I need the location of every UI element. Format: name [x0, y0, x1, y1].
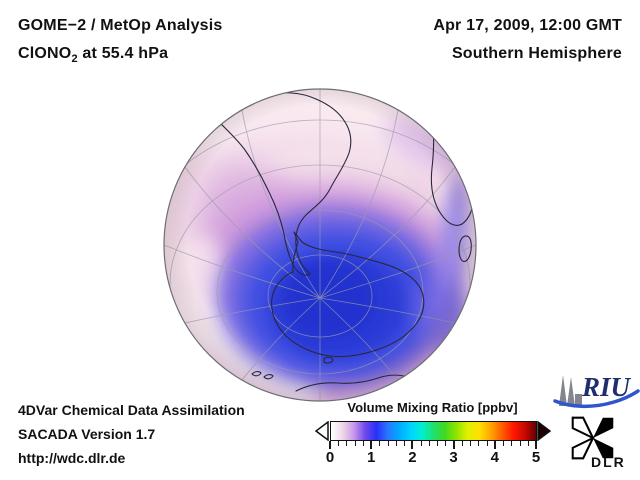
- hemisphere-label: Southern Hemisphere: [451, 45, 622, 62]
- riu-swoosh: [553, 389, 640, 409]
- colorbar-minor-tick: [461, 441, 463, 446]
- colorbar-minor-tick: [428, 441, 430, 446]
- credits-block: 4DVar Chemical Data Assimilation SACADA …: [18, 398, 245, 470]
- colorbar-tick-label: 0: [325, 449, 335, 466]
- colorbar-title: Volume Mixing Ratio [ppbv]: [347, 400, 518, 415]
- colorbar-minor-tick: [354, 441, 356, 446]
- colorbar-minor-tick: [519, 441, 521, 446]
- colorbar-minor-tick: [478, 441, 480, 446]
- colorbar-minor-tick: [395, 441, 397, 446]
- colorbar-ticks: [329, 441, 537, 450]
- colorbar-tick-label: 3: [449, 449, 458, 466]
- colorbar-minor-tick: [470, 441, 472, 446]
- dlr-logo-text: DLR: [591, 454, 626, 470]
- riu-cathedral-icon: [553, 375, 640, 409]
- colorbar-tick-label: 1: [367, 449, 376, 466]
- colorbar-major-tick: [493, 441, 496, 449]
- colorbar-minor-tick: [511, 441, 513, 446]
- colorbar: [330, 421, 537, 441]
- credits-line-version: SACADA Version 1.7: [18, 426, 156, 442]
- limb-shading: [164, 89, 476, 401]
- species-subscript: 2: [71, 53, 78, 66]
- colorbar-tick-label: 2: [408, 449, 417, 466]
- datetime-block: Apr 17, 2009, 12:00 GMT Southern Hemisph…: [433, 12, 622, 68]
- colorbar-minor-tick: [362, 441, 364, 446]
- species-pressure-level: ClONO2 at 55.4 hPa: [18, 40, 223, 73]
- colorbar-tick-label: 5: [531, 449, 541, 466]
- colorbar-overflow-arrow: [537, 421, 551, 441]
- colorbar-minor-tick: [503, 441, 505, 446]
- colorbar-tick-label: 4: [490, 449, 499, 466]
- colorbar-minor-tick: [437, 441, 439, 446]
- analysis-datetime: Apr 17, 2009, 12:00 GMT: [433, 17, 622, 34]
- riu-logo-text: RIU: [582, 372, 631, 402]
- species-name: ClONO: [18, 45, 72, 62]
- globe-rim: [163, 88, 477, 402]
- mixing-ratio-field: [164, 89, 476, 401]
- colorbar-labels: 0 1 2 3 4 5: [326, 449, 540, 467]
- colorbar-minor-tick: [387, 441, 389, 446]
- pressure-level: at 55.4 hPa: [77, 45, 169, 62]
- colorbar-gradient: [331, 422, 536, 440]
- colorbar-minor-tick: [527, 441, 529, 446]
- colorbar-major-tick: [370, 441, 373, 449]
- colorbar-minor-tick: [420, 441, 422, 446]
- colorbar-minor-tick: [486, 441, 488, 446]
- colorbar-major-tick: [329, 441, 331, 449]
- colorbar-underflow-arrow: [315, 421, 329, 441]
- colorbar-major-tick: [452, 441, 455, 449]
- analysis-title: GOME−2 / MetOp Analysis: [18, 17, 223, 34]
- colorbar-minor-tick: [346, 441, 348, 446]
- colorbar-minor-tick: [404, 441, 406, 446]
- colorbar-minor-tick: [379, 441, 381, 446]
- colorbar-major-tick: [411, 441, 414, 449]
- credits-line-assimilation: 4DVar Chemical Data Assimilation: [18, 402, 245, 418]
- colorbar-major-tick: [535, 441, 537, 449]
- colorbar-minor-tick: [445, 441, 447, 446]
- title-block: GOME−2 / MetOp Analysis ClONO2 at 55.4 h…: [18, 12, 223, 73]
- dlr-star-icon: [571, 416, 614, 460]
- colorbar-minor-tick: [338, 441, 340, 446]
- credits-line-url: http://wdc.dlr.de: [18, 450, 126, 466]
